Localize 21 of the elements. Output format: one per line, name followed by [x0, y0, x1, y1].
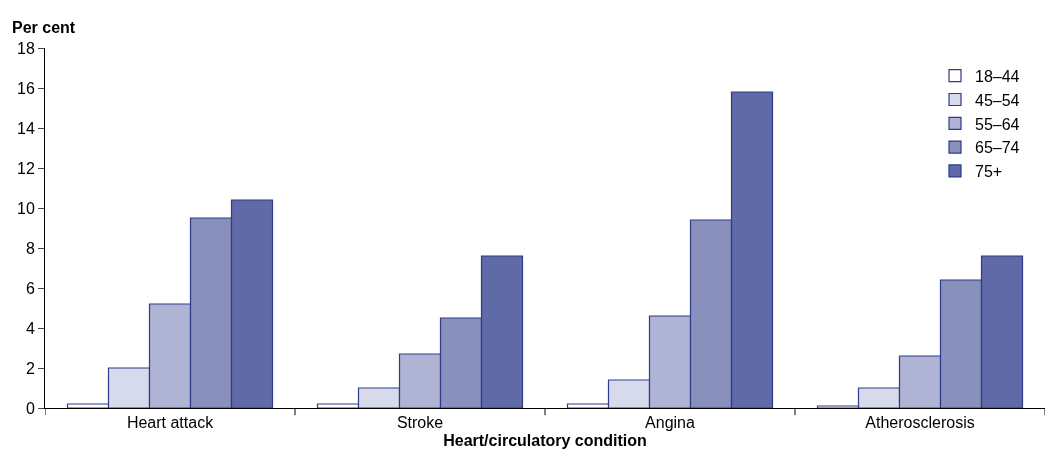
legend-label: 55–64 — [975, 115, 1020, 133]
y-tick-label: 0 — [25, 399, 35, 417]
x-tick-label: Atherosclerosis — [865, 414, 975, 432]
x-tick-label: Stroke — [396, 414, 444, 432]
y-tick-label: 6 — [25, 279, 35, 297]
y-tick-label: 4 — [25, 319, 35, 337]
y-tick-label: 14 — [17, 119, 35, 137]
legend-label: 45–54 — [975, 91, 1020, 109]
y-tick-label: 16 — [17, 79, 35, 97]
y-tick-label: 10 — [17, 199, 35, 217]
y-tick-label: 2 — [25, 359, 35, 377]
legend-label: 65–74 — [975, 139, 1020, 157]
legend-label: 75+ — [975, 163, 1003, 181]
y-tick-label: 12 — [17, 159, 35, 177]
legend-label: 18–44 — [975, 67, 1020, 85]
x-tick-label: Angina — [645, 414, 696, 432]
y-axis-title: Per cent — [12, 19, 76, 36]
y-tick-label: 8 — [25, 239, 35, 257]
y-tick-label: 18 — [17, 39, 35, 57]
x-axis-title: Heart/circulatory condition — [443, 431, 647, 449]
x-tick-label: Heart attack — [126, 414, 215, 432]
